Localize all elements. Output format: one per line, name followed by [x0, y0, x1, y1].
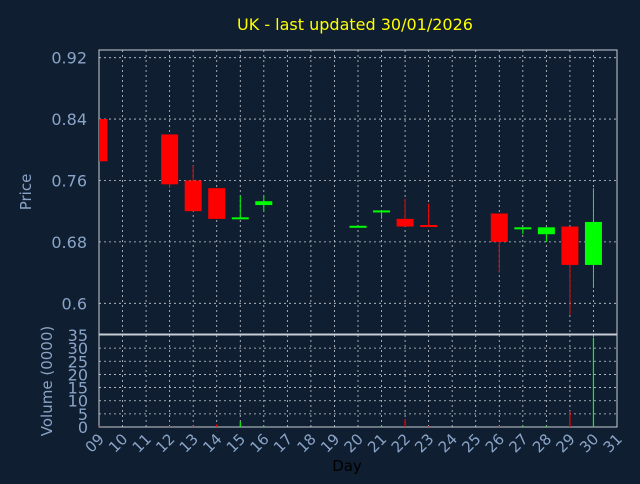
candle-body: [184, 180, 202, 212]
volume-tick-label: 30: [68, 339, 88, 358]
price-tick-label: 0.68: [51, 233, 87, 252]
candle-body: [514, 227, 532, 230]
candle-body: [490, 213, 508, 242]
candle-body: [537, 227, 555, 235]
candle-body: [420, 225, 438, 228]
price-tick-label: 0.76: [51, 171, 87, 190]
volume-tick-label: 20: [68, 365, 88, 384]
volume-axis-label: Volume (0000): [38, 326, 56, 436]
volume-tick-label: 35: [68, 326, 88, 345]
day-tick-label: 23: [411, 430, 437, 456]
day-tick-label: 30: [576, 430, 602, 456]
price-tick-label: 0.92: [51, 49, 87, 68]
chart-title: UK - last updated 30/01/2026: [237, 15, 473, 34]
candle-body: [99, 119, 108, 162]
candle-body: [208, 188, 226, 219]
volume-tick-label: 0: [78, 418, 88, 437]
day-tick-label: 22: [388, 430, 414, 456]
candle-body: [584, 221, 602, 265]
candle-body: [349, 225, 367, 228]
day-tick-label: 15: [223, 430, 249, 456]
candle-body: [373, 210, 391, 213]
day-tick-label: 17: [270, 430, 296, 456]
candle-body: [161, 134, 179, 185]
price-tick-label: 0.84: [51, 110, 87, 129]
day-tick-label: 12: [152, 430, 178, 456]
day-tick-labels: 0910111213141516171819202122232425262728…: [82, 430, 626, 456]
day-tick-label: 16: [246, 430, 272, 456]
day-axis-label: Day: [332, 457, 362, 475]
candle-body: [396, 218, 414, 227]
day-tick-label: 29: [553, 430, 579, 456]
price-tick-label: 0.6: [62, 294, 87, 313]
volume-tick-label: 10: [68, 392, 88, 411]
day-tick-label: 11: [129, 430, 155, 456]
day-tick-label: 19: [317, 430, 343, 456]
candle-body: [561, 226, 579, 265]
volume-tick-label: 15: [68, 379, 88, 398]
day-tick-label: 13: [176, 430, 202, 456]
day-tick-label: 26: [482, 430, 508, 456]
day-tick-label: 24: [435, 430, 461, 456]
day-tick-label: 20: [341, 430, 367, 456]
day-tick-label: 21: [364, 430, 390, 456]
day-tick-label: 18: [294, 430, 320, 456]
day-tick-label: 10: [105, 430, 131, 456]
day-tick-label: 28: [529, 430, 555, 456]
day-tick-label: 14: [199, 430, 225, 456]
day-tick-label: 31: [600, 430, 626, 456]
day-tick-label: 25: [458, 430, 484, 456]
day-tick-label: 27: [505, 430, 531, 456]
price-axis-label: Price: [17, 174, 35, 211]
volume-tick-label: 5: [78, 405, 88, 424]
volume-tick-label: 25: [68, 352, 88, 371]
candle-body: [255, 201, 273, 206]
candle-body: [231, 217, 249, 220]
price-panel: 0.6 0.68 0.76 0.84 0.92: [51, 49, 618, 335]
